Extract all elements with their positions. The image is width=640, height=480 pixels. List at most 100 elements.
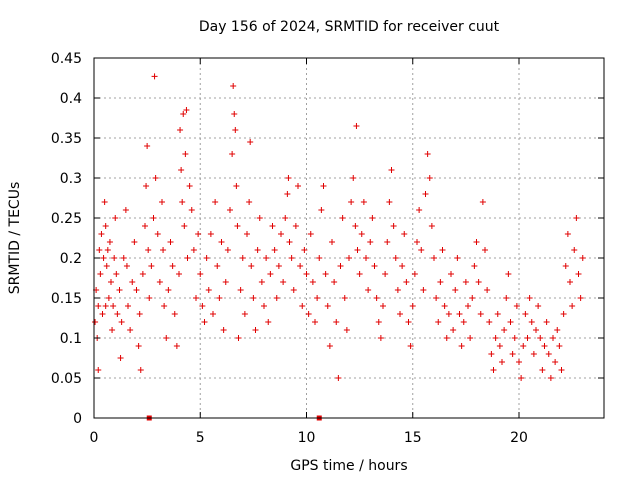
data-point (186, 183, 193, 189)
data-point (365, 287, 372, 293)
x-tick-label: 5 (196, 430, 205, 446)
data-point (197, 271, 204, 277)
data-point (292, 223, 299, 229)
ticks: 0 0.05 0.1 0.15 0.2 0.25 0.3 0.35 0.4 0.45 0 5 10 15 2… (51, 51, 604, 446)
data-point (433, 295, 440, 301)
data-point (547, 375, 554, 381)
data-point (216, 295, 223, 301)
y-tick-label: 0.1 (60, 331, 82, 347)
data-point (307, 231, 314, 237)
data-point (288, 255, 295, 261)
data-point (105, 295, 112, 301)
data-point (160, 247, 167, 253)
data-point (169, 263, 176, 269)
data-point (295, 183, 301, 189)
data-point (131, 239, 138, 245)
data-point (386, 199, 393, 205)
data-point (271, 247, 278, 253)
data-point (437, 279, 444, 285)
data-point (486, 319, 493, 325)
data-point (237, 287, 244, 293)
data-point (579, 255, 586, 261)
data-point (541, 343, 548, 349)
data-point (285, 175, 292, 181)
data-point (110, 303, 117, 309)
data-point (256, 215, 263, 221)
data-point (414, 239, 420, 245)
data-point (528, 319, 535, 325)
data-point (135, 343, 142, 349)
data-point (148, 263, 155, 269)
data-point (456, 311, 463, 317)
data-point (477, 311, 484, 317)
y-tick-label: 0.25 (51, 211, 82, 227)
data-point (278, 231, 284, 237)
data-point (505, 271, 512, 277)
data-point (316, 255, 323, 261)
data-point (382, 271, 389, 277)
data-point (530, 351, 537, 357)
data-point (102, 303, 109, 309)
data-point (173, 343, 180, 349)
data-point (103, 263, 110, 269)
data-point (567, 279, 573, 285)
data-point (258, 279, 265, 285)
data-point (241, 311, 248, 317)
data-point (312, 319, 318, 325)
data-point (120, 255, 127, 261)
data-point (139, 271, 146, 277)
data-point (556, 343, 563, 349)
data-point (422, 191, 429, 197)
data-point (435, 319, 442, 325)
y-tick-label: 0.4 (60, 91, 82, 107)
y-tick-label: 0.2 (60, 251, 82, 267)
data-point (331, 279, 338, 285)
data-point (350, 175, 357, 181)
data-point (558, 367, 565, 373)
data-point (137, 367, 144, 373)
data-point (326, 343, 333, 349)
plot-frame (93, 57, 605, 419)
y-tick-label: 0.3 (60, 171, 82, 187)
data-point (465, 303, 471, 309)
data-point (261, 303, 267, 309)
data-point (524, 335, 531, 341)
data-point (490, 367, 497, 373)
x-tick-label: 0 (90, 430, 99, 446)
y-tick-label: 0.15 (51, 291, 82, 307)
data-point (443, 335, 450, 341)
data-point (363, 255, 369, 261)
data-point (146, 295, 153, 301)
data-point (129, 279, 136, 285)
data-point (460, 319, 467, 325)
data-point (575, 271, 582, 277)
data-point (114, 311, 121, 317)
data-point (445, 311, 452, 317)
data-point (471, 263, 478, 269)
data-point (533, 327, 539, 333)
data-point (511, 335, 518, 341)
data-point (117, 355, 124, 361)
data-point (151, 73, 158, 80)
data-point (159, 199, 165, 205)
data-point (571, 247, 578, 253)
data-point (394, 287, 401, 293)
data-point (282, 215, 289, 221)
data-point (152, 175, 159, 181)
data-point (123, 263, 130, 269)
data-point (405, 319, 412, 325)
data-point (229, 151, 236, 157)
data-point (552, 359, 559, 365)
data-point (473, 239, 480, 245)
data-point (118, 319, 125, 325)
y-tick-label: 0 (73, 411, 82, 427)
data-point (399, 263, 406, 269)
data-point (145, 247, 152, 253)
data-point (97, 271, 104, 277)
data-point (101, 199, 108, 205)
data-point (431, 255, 437, 261)
data-point (484, 287, 491, 293)
data-point (267, 271, 274, 277)
data-point (329, 239, 335, 245)
data-point (193, 295, 199, 301)
